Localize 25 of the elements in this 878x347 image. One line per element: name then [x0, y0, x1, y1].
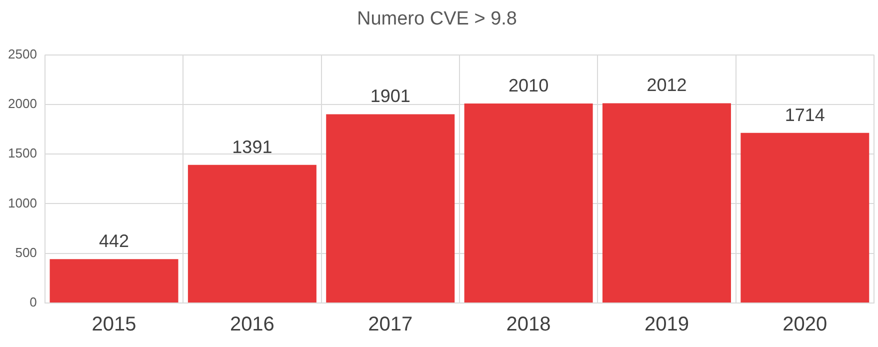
x-tick-label: 2017: [368, 314, 413, 336]
y-tick-label: 1000: [8, 195, 37, 210]
bar: [740, 132, 870, 302]
data-label: 2010: [508, 75, 549, 96]
chart-title: Numero CVE > 9.8: [357, 8, 517, 30]
y-tick-label: 1500: [8, 146, 37, 161]
y-tick-label: 0: [30, 294, 37, 310]
x-tick-label: 2020: [782, 314, 828, 336]
bar: [326, 114, 455, 302]
data-label: 1901: [370, 86, 410, 106]
y-tick-label: 2000: [8, 96, 37, 112]
data-label: 1714: [784, 104, 825, 125]
x-tick-label: 2018: [506, 314, 551, 336]
bar: [602, 103, 731, 302]
bar: [50, 259, 178, 302]
y-tick-label: 500: [15, 244, 37, 260]
data-label: 442: [98, 231, 130, 252]
bar: [464, 103, 593, 302]
x-tick-label: 2016: [230, 314, 274, 336]
data-label: 2012: [646, 75, 687, 96]
data-label: 1391: [232, 136, 272, 157]
x-tick-label: 2015: [92, 314, 136, 336]
x-tick-label: 2019: [644, 314, 689, 336]
bar: [188, 164, 316, 302]
y-tick-label: 2500: [8, 46, 37, 62]
